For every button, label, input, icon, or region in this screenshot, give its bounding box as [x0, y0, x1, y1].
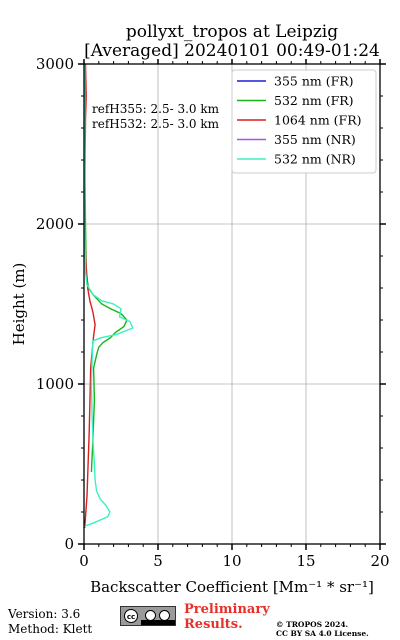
annotation-refh532: refH532: 2.5- 3.0 km — [92, 117, 220, 131]
copyright-line-1: © TROPOS 2024. — [276, 620, 349, 629]
preliminary-results-notice: Preliminary Results. — [184, 602, 270, 632]
y-tick-label: 2000 — [36, 215, 74, 233]
chart-title-line-1: pollyxt_tropos at Leipzig — [125, 22, 339, 42]
y-axis-label: Height (m) — [10, 263, 28, 346]
copyright-notice: © TROPOS 2024. CC BY SA 4.0 License. — [276, 620, 369, 638]
axis-tick-labels: 0 5 10 15 20 0 1000 2000 3000 — [36, 55, 390, 570]
y-tick-label: 1000 — [36, 375, 74, 393]
preliminary-line-1: Preliminary — [184, 602, 270, 617]
method-label: Method: Klett — [8, 622, 93, 636]
legend-label: 355 nm (FR) — [274, 74, 354, 89]
axis-ticks — [78, 59, 386, 550]
legend-label: 355 nm (NR) — [274, 132, 356, 147]
x-tick-label: 10 — [222, 552, 241, 570]
preliminary-line-2: Results. — [184, 617, 243, 632]
legend-box — [231, 69, 377, 174]
x-tick-label: 15 — [296, 552, 315, 570]
copyright-line-2: CC BY SA 4.0 License. — [276, 629, 369, 638]
cc-license-icon: cc — [120, 606, 176, 626]
legend: 355 nm (FR) 532 nm (FR) 1064 nm (FR) 355 nm… — [231, 69, 377, 174]
x-tick-label: 20 — [370, 552, 389, 570]
legend-label: 1064 nm (FR) — [274, 113, 362, 128]
series-line-532-nm-nr- — [83, 64, 134, 528]
x-axis-label: Backscatter Coefficient [Mm⁻¹ * sr⁻¹] — [90, 578, 374, 596]
x-tick-label: 0 — [79, 552, 89, 570]
cc-icon: cc — [124, 609, 138, 623]
y-tick-label: 0 — [64, 535, 74, 553]
chart-title-line-2: [Averaged] 20240101 00:49-01:24 — [84, 41, 380, 61]
x-tick-label: 5 — [153, 552, 163, 570]
license-strip — [141, 620, 175, 625]
y-tick-label: 3000 — [36, 55, 74, 73]
series-layer — [83, 63, 134, 529]
legend-label: 532 nm (FR) — [274, 93, 354, 108]
annotation-refh355: refH355: 2.5- 3.0 km — [92, 102, 220, 116]
legend-label: 532 nm (NR) — [274, 152, 356, 167]
version-label: Version: 3.6 — [8, 607, 81, 621]
